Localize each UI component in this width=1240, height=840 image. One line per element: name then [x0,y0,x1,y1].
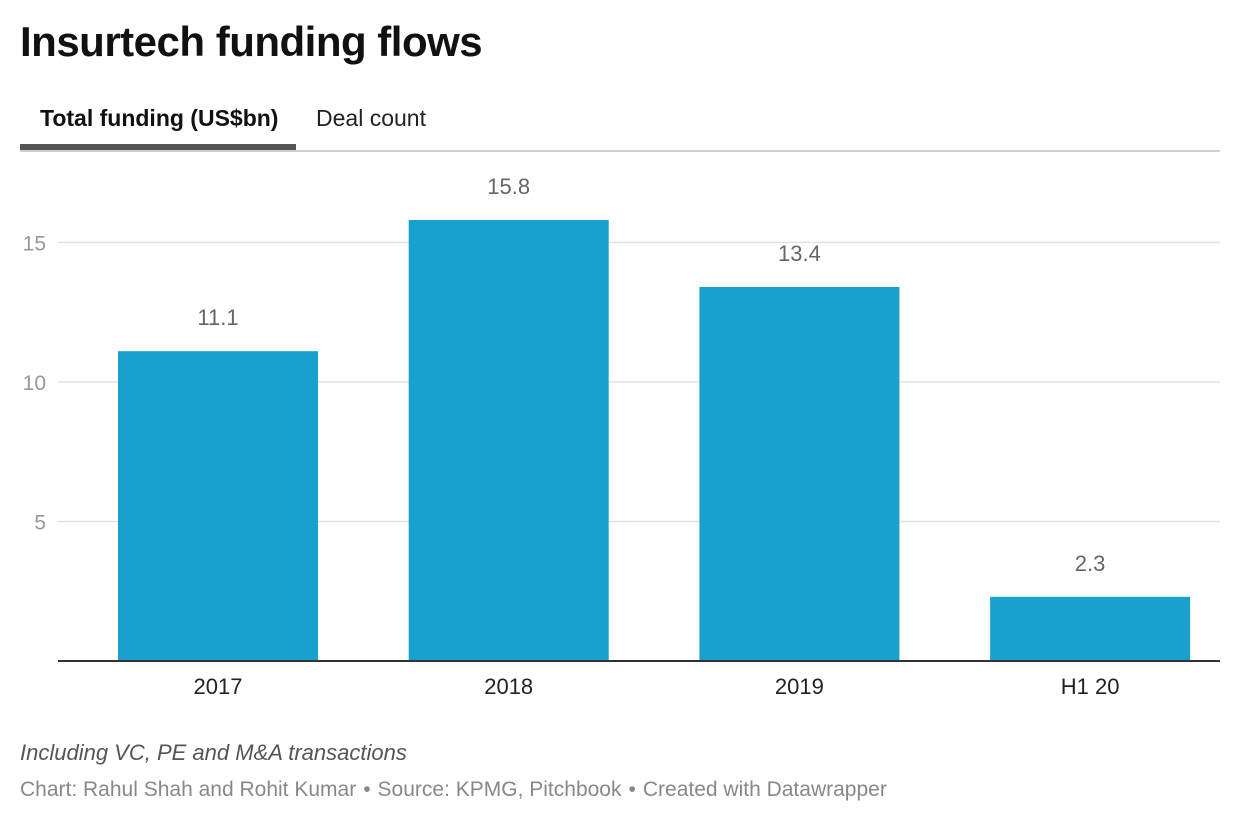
x-tick-label: H1 20 [1061,674,1120,699]
y-tick-label: 10 [23,372,46,395]
bar-value-label: 15.8 [487,174,530,199]
y-tick-label: 15 [23,232,46,255]
chart-footer: Chart: Rahul Shah and Rohit Kumar • Source… [20,778,887,802]
y-tick-label: 5 [34,511,46,534]
footer-separator: • [363,778,371,801]
bar[interactable] [990,596,1191,661]
chart-note: Including VC, PE and M&A transactions [20,740,407,765]
bar-value-label: 2.3 [1075,551,1106,576]
bar[interactable] [699,286,900,661]
bar-value-label: 13.4 [778,241,821,266]
created-with-link[interactable]: Created with Datawrapper [642,778,887,801]
tab-bar: Total funding (US$bn) Deal count [20,98,1220,152]
x-tick-label: 2019 [775,674,824,699]
footer-separator: • [628,778,636,801]
bar-chart: 5 10 15 11.1 2017 15.8 2018 13.4 2019 2.3 H1 20 [23,174,1220,699]
tab-bar-divider [20,150,1220,152]
source-text: Source: KPMG, Pitchbook [377,778,622,801]
bar[interactable] [408,220,609,661]
chart-credit: Chart: Rahul Shah and Rohit Kumar [20,778,357,801]
x-tick-label: 2018 [484,674,533,699]
tab-deal-count[interactable]: Deal count [316,105,426,131]
bar[interactable] [118,351,318,661]
x-tick-label: 2017 [194,674,243,699]
chart-title: Insurtech funding flows [20,18,483,65]
bar-value-label: 11.1 [197,305,238,330]
tab-total-funding[interactable]: Total funding (US$bn) [20,98,296,150]
